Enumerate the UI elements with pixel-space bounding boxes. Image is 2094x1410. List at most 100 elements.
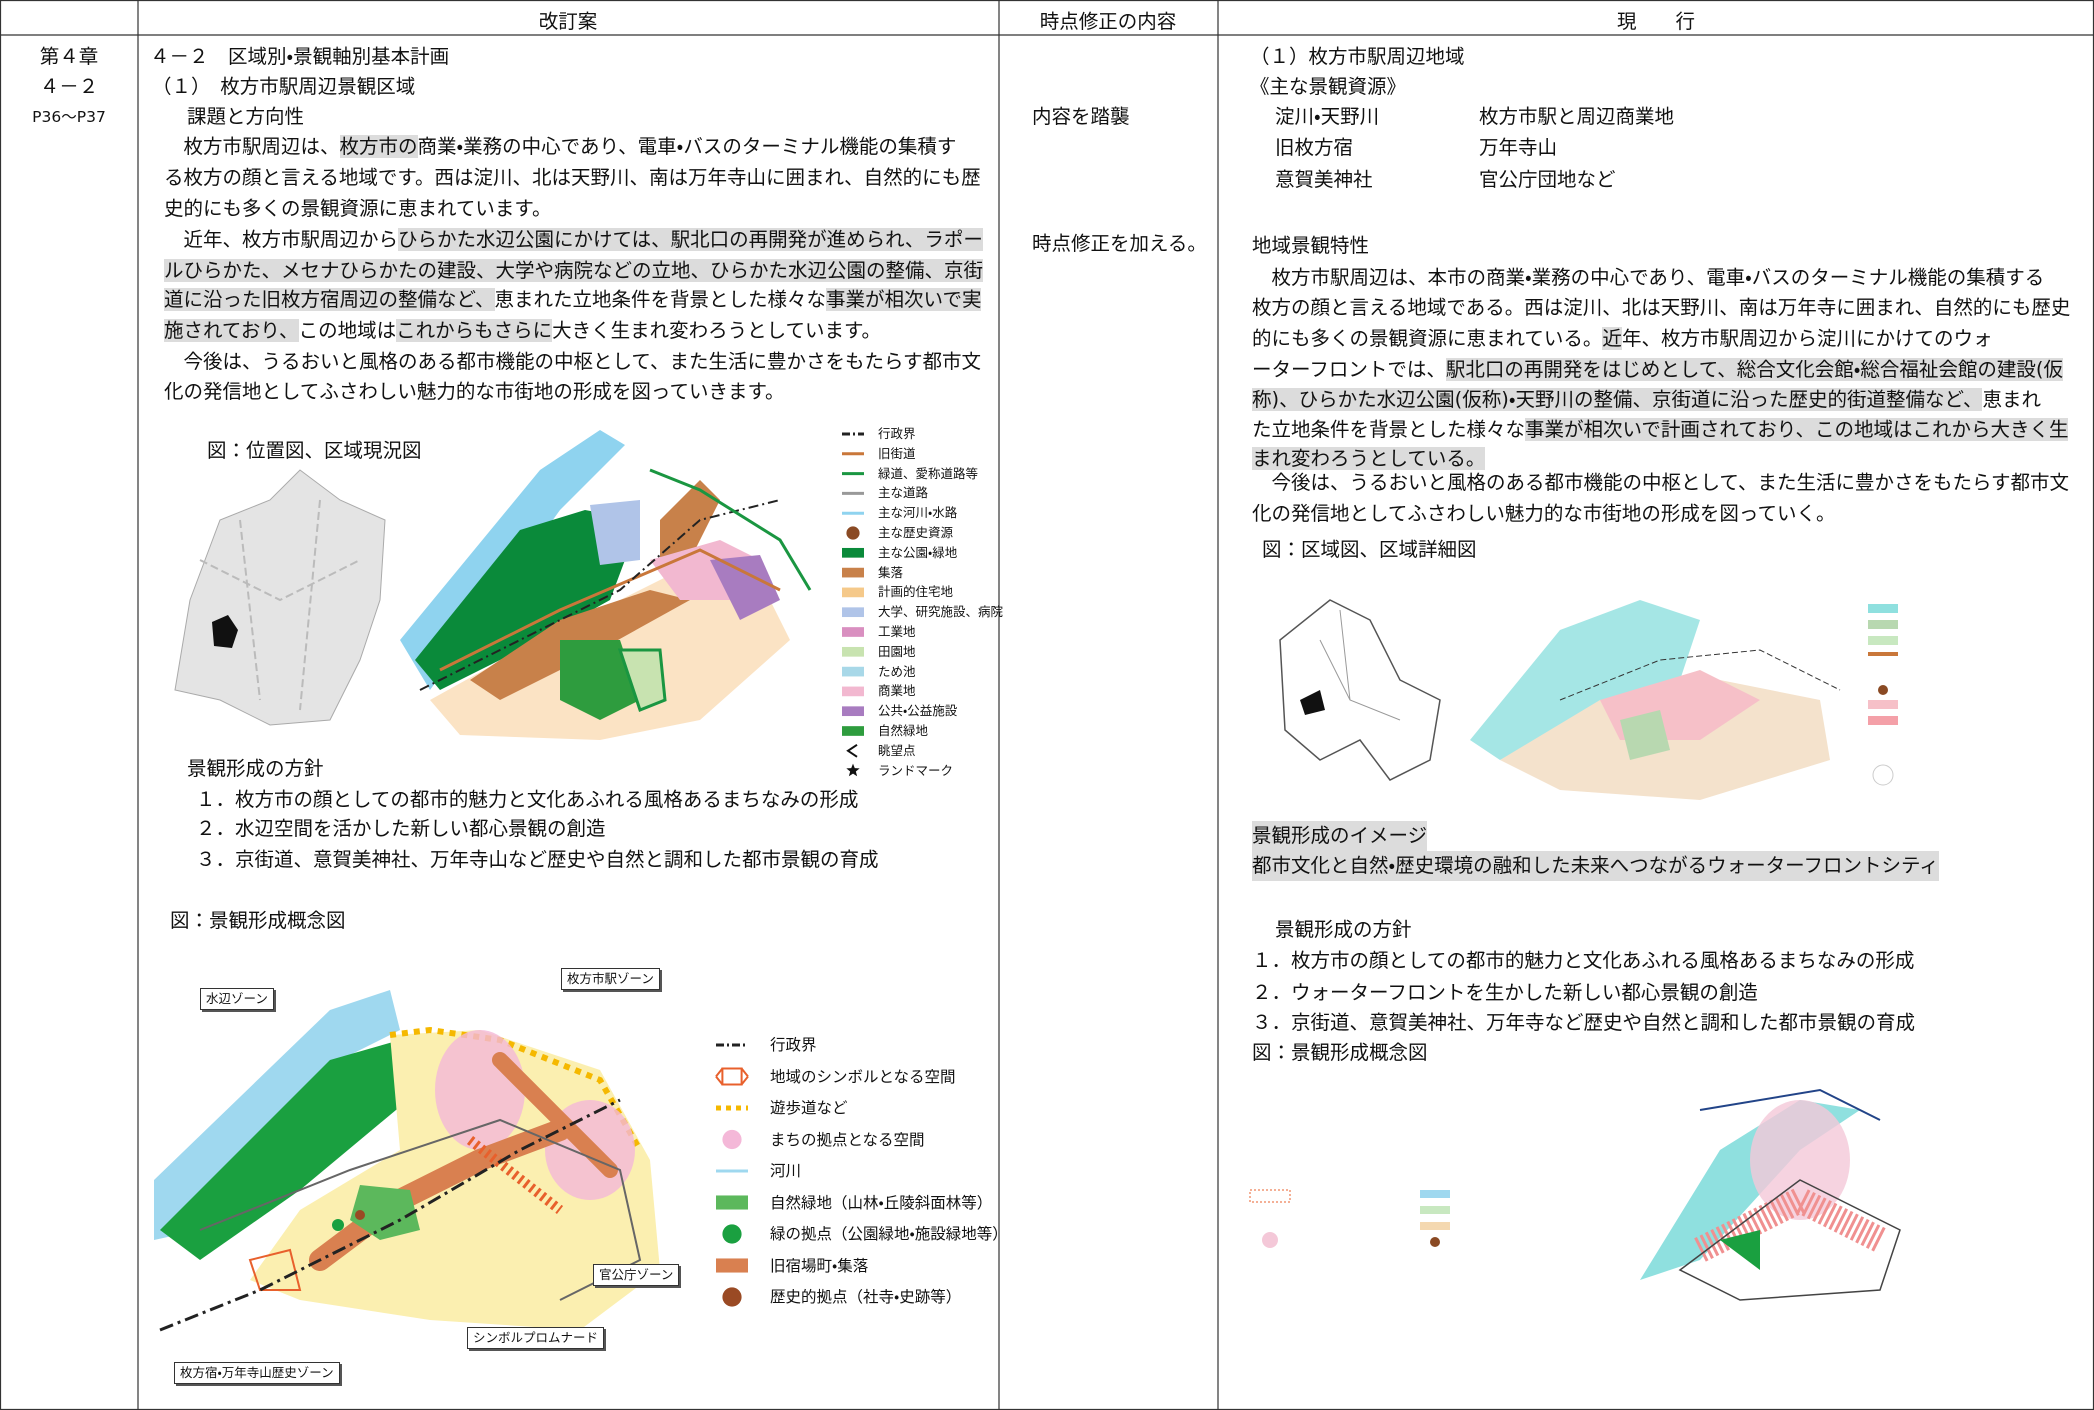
paragraph-line: 的にも多くの景観資源に恵まれている。近年、枚方市駅周辺から淀川にかけてのウォ	[1252, 324, 1992, 354]
legend-symbol	[846, 763, 860, 777]
text: ーターフロントでは、	[1252, 358, 1446, 381]
legend-symbol	[846, 526, 860, 540]
highlighted-text: 枚方市の	[339, 135, 418, 158]
text: この地域は	[298, 319, 397, 342]
legend-symbol	[842, 646, 864, 657]
figure-caption: 図：景観形成概念図	[170, 909, 346, 932]
zone-label: 枚方市駅ゾーン	[561, 968, 660, 990]
paragraph-line: 施されており、この地域はこれからもさらに大きく生まれ変わろうとしています。	[164, 316, 881, 346]
legend-label: 集落	[878, 564, 904, 580]
paragraph-line: 枚方市駅周辺は、枚方市の商業・業務の中心であり、電車・バスのターミナル機能の集積…	[164, 132, 956, 162]
text: る枚方の顔と言える地域です。西は淀川、北は天野川、南は万年寺山に囲まれ、自然的に…	[164, 166, 981, 189]
legend-label: 自然緑地（山林・丘陵斜面林等）	[770, 1193, 993, 1212]
legend-label: ため池	[878, 663, 916, 679]
legend-label: 大学、研究施設、病院	[878, 604, 1004, 620]
highlighted-text: まれ変わろうとしている。	[1252, 447, 1486, 470]
highlighted-text: 駅北口の再開発をはじめとして、総合文化会館・総合福祉会館の建設(仮	[1445, 358, 2064, 381]
concept-map	[154, 990, 660, 1332]
legend-symbol	[846, 743, 858, 758]
current-region-map	[1279, 599, 1441, 781]
legend-label: 地域のシンボルとなる空間	[770, 1067, 956, 1086]
text: 化の発信地としてふさわしい魅力的な市街地の形成を図っていきます。	[164, 380, 785, 403]
legend-label: ランドマーク	[878, 762, 954, 778]
legend-label: 主な公園・緑地	[878, 544, 958, 560]
paragraph-line: る枚方の顔と言える地域です。西は淀川、北は天野川、南は万年寺山に囲まれ、自然的に…	[164, 163, 981, 193]
paragraph-line: 史的にも多くの景観資源に恵まれています。	[164, 194, 551, 224]
text: 恵まれた立地条件を背景とした様々な	[494, 288, 827, 311]
resource-name: 万年寺山	[1479, 136, 1558, 159]
text: 近年、枚方市駅周辺から	[164, 228, 399, 251]
paragraph-line: 化の発信地としてふさわしい魅力的な市街地の形成を図っていく。	[1252, 499, 1835, 529]
legend-symbol	[716, 1258, 748, 1273]
highlighted-text: 施されており、	[164, 319, 299, 342]
subheading: 景観形成の方針	[1275, 918, 1412, 941]
legend-label: 主な歴史資源	[878, 525, 954, 540]
area-status-map	[400, 430, 812, 740]
paragraph-line: 今後は、うるおいと風格のある都市機能の中枢として、また生活に豊かさをもたらす都市…	[1252, 468, 2070, 498]
legend-label: 眺望点	[878, 742, 916, 758]
legend-label: 公共・公益施設	[878, 703, 958, 719]
legend-label: 計画的住宅地	[878, 584, 954, 600]
subheading: 《主な景観資源》	[1250, 75, 1407, 98]
subheading: 景観形成のイメージ	[1252, 821, 1428, 851]
text: 史的にも多くの景観資源に恵まれています。	[164, 197, 552, 220]
legend-symbol	[721, 1067, 743, 1086]
legend-symbol	[842, 547, 864, 558]
highlighted-text: 事業が相次いで実	[826, 288, 982, 311]
resource-name: 意賀美神社	[1275, 168, 1373, 191]
legend-label: 工業地	[878, 624, 916, 639]
image-statement: 都市文化と自然・歴史環境の融和した未来へつながるウォーターフロントシティ	[1252, 851, 1939, 881]
legend-label: 主な河川・水路	[878, 505, 958, 521]
text: 枚方の顔と言える地域である。西は淀川、北は天野川、南は万年寺に囲まれ、自然的にも…	[1252, 296, 2071, 319]
legend-label: 緑の拠点（公園緑地・施設緑地等）	[770, 1225, 1008, 1243]
page-range: P36～P37	[32, 108, 106, 126]
paragraph-line: ルひらかた、メセナひらかたの建設、大学や病院などの立地、ひらかた水辺公園の整備、…	[164, 256, 984, 286]
subheading: 景観形成の方針	[187, 757, 324, 780]
paragraph-line: 近年、枚方市駅周辺からひらかた水辺公園にかけては、駅北口の再開発が進められ、ラポ…	[164, 225, 983, 255]
area-title: （１）枚方市駅周辺地域	[1250, 45, 1465, 68]
legend-icons	[715, 432, 864, 1307]
paragraph-line: 道に沿った旧枚方宿周辺の整備など、恵まれた立地条件を背景とした様々な事業が相次い…	[164, 285, 982, 315]
policy-item: ３．京街道、意賀美神社、万年寺山など歴史や自然と調和した都市景観の育成	[196, 848, 879, 871]
column-header: 時点修正の内容	[1039, 10, 1177, 33]
text: 的にも多くの景観資源に恵まれている。	[1252, 327, 1603, 350]
legend-symbol	[715, 1067, 749, 1086]
resource-name: 枚方市駅と周辺商業地	[1479, 105, 1675, 128]
text: 大きく生まれ変わろうとしています。	[552, 319, 882, 342]
highlighted-text: これからもさらに	[396, 319, 553, 342]
highlighted-text: 事業が相次いで計画されており、この地域はこれから大きく生	[1525, 418, 2069, 441]
legend-label: 主な道路	[878, 485, 929, 501]
legend-symbol	[842, 666, 864, 677]
text: 枚方市駅周辺は、本市の商業・業務の中心であり、電車・バスのターミナル機能の集積す…	[1252, 266, 2045, 289]
current-detail-map	[1470, 600, 1841, 800]
location-map	[174, 469, 386, 726]
section-title: ４－２ 区域別・景観軸別基本計画	[150, 45, 450, 68]
legend-symbol	[842, 726, 864, 736]
figure-caption: 図：区域図、区域詳細図	[1262, 538, 1477, 561]
text: 年、枚方市駅周辺から淀川にかけてのウォ	[1621, 327, 1993, 350]
figure-caption: 図：位置図、区域現況図	[207, 439, 422, 462]
area-title: （１） 枚方市駅周辺景観区域	[152, 75, 416, 98]
highlighted-text: ひらかた水辺公園にかけては、駅北口の再開発が進められ、ラポー	[398, 228, 983, 251]
figure-caption: 図：景観形成概念図	[1252, 1041, 1428, 1064]
change-note: 内容を踏襲	[1032, 105, 1130, 128]
current-concept-map	[1640, 1088, 1901, 1301]
paragraph-line: 枚方市駅周辺は、本市の商業・業務の中心であり、電車・バスのターミナル機能の集積す…	[1252, 263, 2045, 293]
highlighted-text: 称)、ひらかた水辺公園(仮称)・天野川の整備、京街道に沿った歴史的街道整備など、	[1252, 388, 1983, 411]
column-header: 改訂案	[538, 10, 598, 33]
change-note: 時点修正を加える。	[1032, 232, 1207, 255]
zone-label: 官公庁ゾーン	[593, 1264, 680, 1286]
legend-label: 自然緑地	[878, 723, 929, 738]
paragraph-line: 称)、ひらかた水辺公園(仮称)・天野川の整備、京街道に沿った歴史的街道整備など、…	[1252, 385, 2041, 415]
subheading: 地域景観特性	[1252, 234, 1370, 257]
policy-item: １．枚方市の顔としての都市的魅力と文化あふれる風格あるまちなみの形成	[1252, 949, 1915, 972]
legend-symbol	[842, 627, 864, 637]
column-header: 現 行	[1616, 10, 1696, 33]
policy-item: １．枚方市の顔としての都市的魅力と文化あふれる風格あるまちなみの形成	[196, 788, 859, 811]
zone-label: 枚方宿・万年寺山歴史ゾーン	[174, 1362, 340, 1384]
legend-label: 緑道、愛称道路等	[878, 465, 979, 481]
paragraph-line: ーターフロントでは、駅北口の再開発をはじめとして、総合文化会館・総合福祉会館の建…	[1252, 355, 2064, 385]
legend-symbol	[722, 1129, 742, 1150]
